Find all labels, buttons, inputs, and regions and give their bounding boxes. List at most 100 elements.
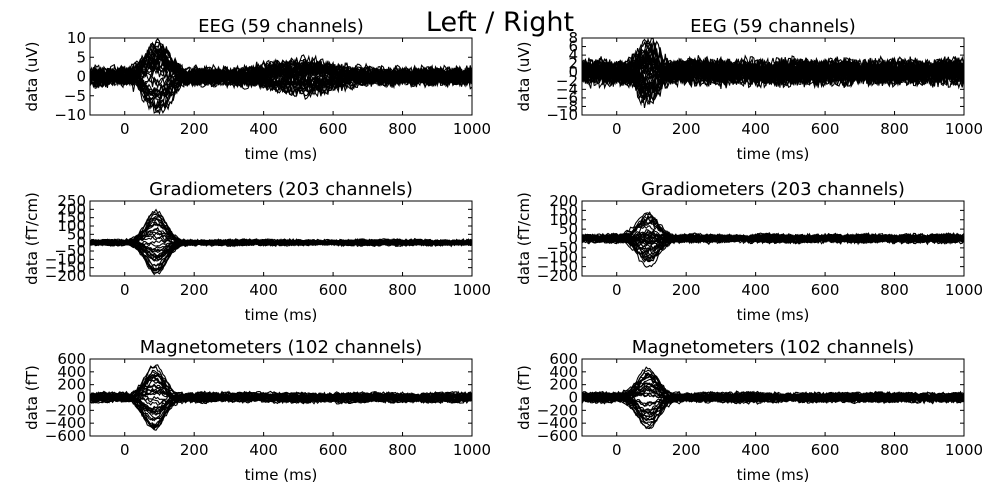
channel-trace bbox=[90, 63, 472, 90]
x-tick-label: 400 bbox=[741, 281, 770, 299]
y-tick-label: −50 bbox=[54, 242, 86, 260]
y-tick-label: 600 bbox=[549, 350, 578, 368]
x-tick-label: 800 bbox=[880, 281, 909, 299]
y-tick-label: −400 bbox=[537, 414, 578, 432]
x-tick-label: 400 bbox=[741, 120, 770, 138]
x-axis-label: time (ms) bbox=[245, 306, 318, 324]
x-tick-label: 400 bbox=[249, 281, 278, 299]
x-tick-label: 400 bbox=[249, 441, 278, 459]
y-tick-label: −600 bbox=[537, 427, 578, 445]
x-tick-label: 600 bbox=[811, 281, 840, 299]
y-tick-label: −200 bbox=[537, 401, 578, 419]
x-tick-label: 200 bbox=[180, 441, 209, 459]
channel-trace bbox=[582, 233, 964, 246]
y-tick-label: 0 bbox=[76, 234, 86, 252]
traces-group bbox=[582, 38, 964, 109]
channel-trace bbox=[582, 391, 964, 407]
x-tick-label: 800 bbox=[388, 120, 417, 138]
x-tick-label: 200 bbox=[180, 281, 209, 299]
x-tick-label: 1000 bbox=[453, 281, 491, 299]
x-axis-label: time (ms) bbox=[737, 306, 810, 324]
x-tick-label: 0 bbox=[612, 281, 622, 299]
y-tick-label: 150 bbox=[57, 209, 86, 227]
x-tick-label: 200 bbox=[672, 441, 701, 459]
y-tick-label: 0 bbox=[568, 230, 578, 248]
chart-title: Magnetometers (102 channels) bbox=[632, 337, 915, 358]
y-tick-label: 0 bbox=[568, 389, 578, 407]
y-tick-label: 50 bbox=[67, 225, 86, 243]
y-tick-label: 400 bbox=[549, 363, 578, 381]
x-tick-label: 600 bbox=[319, 120, 348, 138]
x-axis-label: time (ms) bbox=[245, 466, 318, 484]
x-tick-label: 600 bbox=[811, 441, 840, 459]
channel-trace bbox=[582, 391, 964, 404]
y-tick-label: −6 bbox=[556, 89, 578, 107]
x-tick-label: 0 bbox=[612, 441, 622, 459]
traces-group bbox=[582, 211, 964, 268]
y-axis-label: data (fT) bbox=[23, 365, 41, 430]
x-tick-label: 1000 bbox=[453, 120, 491, 138]
x-axis-label: time (ms) bbox=[245, 145, 318, 163]
x-tick-label: 800 bbox=[388, 441, 417, 459]
y-tick-label: 8 bbox=[568, 29, 578, 47]
x-axis-label: time (ms) bbox=[737, 466, 810, 484]
x-tick-label: 0 bbox=[120, 441, 130, 459]
channel-trace bbox=[90, 388, 472, 405]
axes-frame bbox=[89, 200, 473, 277]
y-tick-label: −10 bbox=[54, 106, 86, 124]
traces-group bbox=[90, 38, 472, 115]
x-tick-label: 0 bbox=[120, 281, 130, 299]
traces-group bbox=[582, 366, 964, 430]
y-tick-label: −100 bbox=[45, 250, 86, 268]
y-tick-label: −2 bbox=[556, 72, 578, 90]
y-axis-label: data (fT/cm) bbox=[23, 192, 41, 285]
y-tick-label: 50 bbox=[559, 220, 578, 238]
channel-trace bbox=[90, 393, 472, 431]
figure-suptitle: Left / Right bbox=[426, 7, 574, 38]
channel-trace bbox=[582, 57, 964, 92]
channel-trace bbox=[90, 218, 472, 247]
y-tick-label: 0 bbox=[76, 68, 86, 86]
y-tick-label: 200 bbox=[549, 192, 578, 210]
x-tick-label: 800 bbox=[880, 441, 909, 459]
chart-title: EEG (59 channels) bbox=[690, 16, 856, 37]
channel-trace bbox=[90, 67, 472, 99]
x-tick-label: 400 bbox=[249, 120, 278, 138]
x-tick-label: 1000 bbox=[945, 120, 983, 138]
y-tick-label: −200 bbox=[537, 267, 578, 285]
y-tick-label: 200 bbox=[57, 376, 86, 394]
y-tick-label: 100 bbox=[57, 217, 86, 235]
y-tick-label: 200 bbox=[549, 376, 578, 394]
y-tick-label: 600 bbox=[57, 350, 86, 368]
y-tick-label: 0 bbox=[76, 389, 86, 407]
channel-trace bbox=[90, 56, 472, 89]
y-tick-label: −5 bbox=[64, 87, 86, 105]
chart-panel: 0 200 400 600 800 1000−200−150−100−5005010015… bbox=[23, 179, 491, 324]
y-tick-label: −8 bbox=[556, 97, 578, 115]
x-tick-label: 600 bbox=[319, 281, 348, 299]
channel-trace bbox=[90, 364, 472, 404]
y-tick-label: −150 bbox=[45, 259, 86, 277]
x-tick-label: 0 bbox=[612, 120, 622, 138]
y-tick-label: −200 bbox=[45, 267, 86, 285]
traces-group bbox=[90, 208, 472, 276]
y-tick-label: −100 bbox=[537, 248, 578, 266]
chart-title: Magnetometers (102 channels) bbox=[140, 337, 423, 358]
x-axis-label: time (ms) bbox=[737, 145, 810, 163]
y-tick-label: −600 bbox=[45, 427, 86, 445]
y-tick-label: 250 bbox=[57, 192, 86, 210]
axes-frame bbox=[581, 37, 965, 116]
channel-trace bbox=[582, 57, 964, 93]
x-tick-label: 400 bbox=[741, 441, 770, 459]
y-tick-label: −50 bbox=[546, 239, 578, 257]
chart-title: Gradiometers (203 channels) bbox=[149, 179, 413, 200]
y-tick-label: 4 bbox=[568, 46, 578, 64]
y-tick-label: 5 bbox=[76, 48, 86, 66]
y-tick-label: 100 bbox=[549, 211, 578, 229]
y-tick-label: 6 bbox=[568, 38, 578, 56]
x-tick-label: 800 bbox=[880, 120, 909, 138]
chart-panel: 0 200 400 600 800 1000−200−150−100−5005010015… bbox=[515, 179, 983, 324]
x-tick-label: 200 bbox=[180, 120, 209, 138]
x-tick-label: 1000 bbox=[453, 441, 491, 459]
